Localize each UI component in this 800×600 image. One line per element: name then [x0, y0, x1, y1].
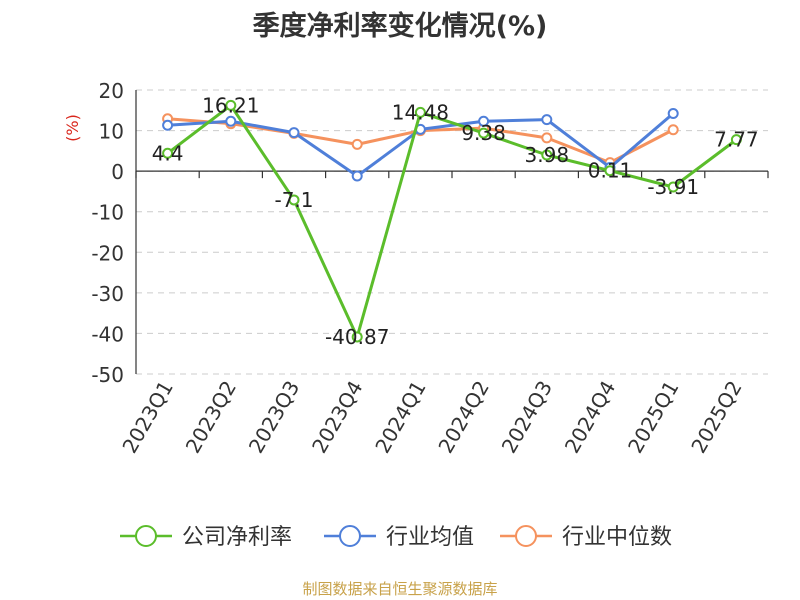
data-point — [351, 331, 363, 343]
data-label: 9.38 — [461, 121, 506, 145]
x-tick-label: 2023Q3 — [244, 377, 304, 458]
x-tick-label: 2024Q1 — [370, 377, 430, 458]
legend-label: 行业中位数 — [562, 525, 672, 550]
data-point — [351, 138, 363, 150]
data-point — [667, 124, 679, 136]
x-tick-label: 2023Q1 — [117, 377, 177, 458]
source-note: 制图数据来自恒生聚源数据库 — [302, 580, 498, 598]
data-point — [604, 165, 616, 177]
data-point — [667, 181, 679, 193]
x-tick-label: 2024Q2 — [433, 376, 493, 457]
x-tick-label: 2023Q4 — [307, 377, 367, 458]
data-point — [288, 194, 300, 206]
legend-marker — [515, 525, 537, 547]
data-label: 4.4 — [152, 141, 184, 165]
x-tick-label: 2025Q1 — [623, 377, 683, 458]
y-tick-label: -50 — [91, 363, 124, 387]
y-tick-label: -40 — [91, 322, 124, 346]
data-point — [541, 132, 553, 144]
data-label: 14.48 — [392, 100, 449, 124]
data-label: 16.21 — [202, 93, 259, 117]
y-tick-label: -20 — [91, 241, 124, 265]
data-point — [351, 170, 363, 182]
y-axis-label: (%) — [63, 114, 82, 142]
legend-marker — [339, 525, 361, 547]
data-point — [541, 149, 553, 161]
data-point — [162, 119, 174, 131]
x-tick-label: 2024Q3 — [497, 377, 557, 458]
data-point — [288, 127, 300, 139]
data-point — [478, 115, 490, 127]
data-point — [478, 127, 490, 139]
data-point — [541, 114, 553, 126]
data-label: 7.77 — [714, 128, 759, 152]
data-label: -7.1 — [274, 188, 313, 212]
y-tick-label: 10 — [99, 120, 124, 144]
data-point — [730, 134, 742, 146]
legend-label: 行业均值 — [386, 525, 474, 550]
y-tick-label: -10 — [91, 201, 124, 225]
data-point — [414, 106, 426, 118]
legend-label: 公司净利率 — [182, 525, 292, 550]
y-tick-label: 20 — [99, 79, 124, 103]
x-tick-label: 2025Q2 — [686, 377, 746, 458]
data-label: -3.91 — [647, 175, 699, 199]
data-label: 3.98 — [525, 143, 570, 167]
legend-marker — [135, 525, 157, 547]
data-point — [667, 108, 679, 120]
data-point — [225, 99, 237, 111]
x-tick-label: 2023Q2 — [181, 377, 241, 458]
x-tick-label: 2024Q4 — [560, 377, 620, 458]
y-tick-label: -30 — [91, 282, 124, 306]
data-point — [225, 115, 237, 127]
data-label: -40.87 — [325, 325, 389, 349]
chart-title: 季度净利率变化情况(%) — [252, 11, 548, 42]
data-label: 0.11 — [588, 159, 633, 183]
data-point — [162, 147, 174, 159]
y-tick-label: 0 — [111, 160, 124, 184]
series-line — [166, 103, 738, 339]
